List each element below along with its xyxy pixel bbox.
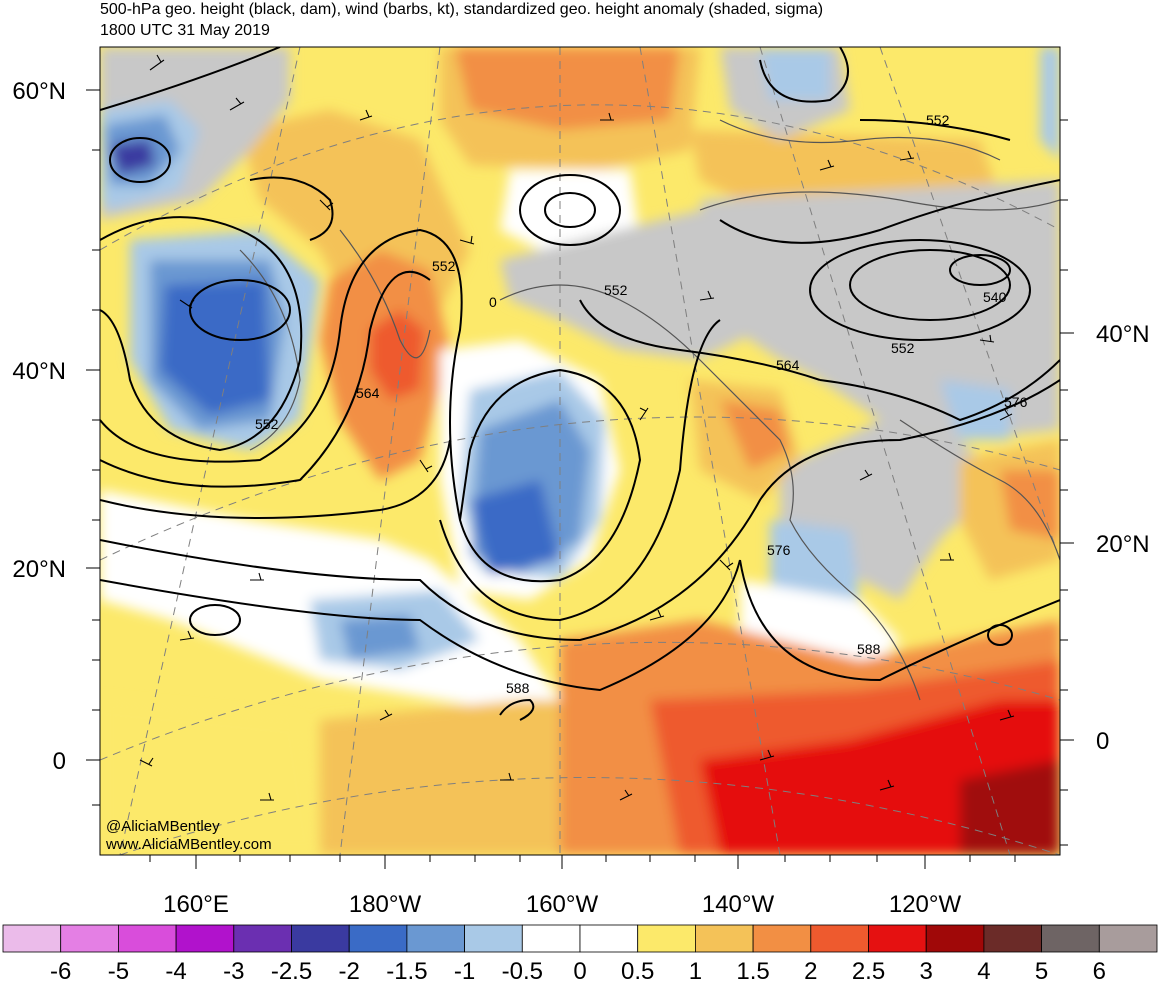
longitude-labels: 160°E 180°W 160°W 140°W 120°W	[163, 891, 961, 918]
colorbar-label: 0.5	[621, 958, 655, 985]
lat-label: 0	[53, 748, 66, 775]
lon-label: 180°W	[349, 891, 422, 918]
lat-label: 40°N	[12, 358, 66, 385]
right-ticks	[1060, 119, 1074, 846]
latitude-labels-right: 40°N 20°N 0	[1096, 321, 1150, 755]
contour-label: 564	[356, 385, 380, 401]
contour-label: 540	[983, 289, 1007, 305]
colorbar-box	[291, 924, 350, 953]
colorbar-label: -3	[223, 958, 245, 985]
lon-label: 140°W	[702, 891, 775, 918]
lon-label: 160°W	[526, 891, 599, 918]
contour-label: 552	[432, 258, 456, 274]
contour-label: 552	[255, 416, 279, 432]
colorbar-label: -4	[165, 958, 187, 985]
bottom-ticks	[149, 855, 1016, 869]
colorbar-label: 6	[1092, 958, 1106, 985]
wind-barbs	[139, 54, 1015, 801]
colorbar-label: 5	[1034, 958, 1049, 985]
colorbar-box	[406, 924, 465, 953]
contour-label: 588	[857, 641, 881, 657]
colorbar-label: -0.5	[501, 958, 543, 985]
map-frame	[99, 46, 1061, 856]
coastlines	[239, 119, 1060, 701]
lon-label: 160°E	[163, 891, 229, 918]
contour-label: 552	[604, 282, 628, 298]
colorbar-box	[810, 924, 869, 953]
colorbar-box	[175, 924, 235, 953]
contour-label: 552	[926, 112, 950, 128]
colorbar-box	[521, 924, 581, 953]
colorbar-box	[868, 924, 927, 953]
contour-label: 588	[506, 680, 530, 696]
colorbar-label: -6	[50, 958, 72, 985]
colorbar-label: -5	[107, 958, 130, 985]
colorbar-label: -1	[453, 958, 476, 985]
colorbar-label: 1	[688, 958, 703, 985]
map-plot-area: 552 552 552 552 540 564 564 552 0 576 57…	[100, 47, 1060, 855]
colorbar-box	[348, 924, 408, 953]
colorbar-box	[637, 924, 696, 953]
contour-labels: 552 552 552 552 540 564 564 552 0 576 57…	[255, 112, 1028, 696]
colorbar-box	[752, 924, 812, 953]
colorbar-box	[60, 924, 119, 953]
colorbar-box	[233, 924, 292, 953]
colorbar-box	[1098, 924, 1158, 953]
credit-handle: @AliciaMBentley	[106, 818, 220, 835]
colorbar-box	[118, 924, 177, 953]
graticule	[100, 47, 1060, 855]
colorbar-box	[925, 924, 985, 953]
colorbar-box	[2, 924, 62, 953]
lat-label: 20°N	[12, 556, 66, 583]
contour-label: 552	[891, 340, 915, 356]
lat-label: 40°N	[1096, 321, 1150, 348]
colorbar-label: -1.5	[386, 958, 428, 985]
contour-label: 564	[776, 357, 800, 373]
lat-label: 60°N	[12, 78, 66, 105]
colorbar-box	[695, 924, 754, 953]
colorbar-box	[579, 924, 639, 953]
colorbar-label: 3	[919, 958, 933, 985]
lat-label: 20°N	[1096, 531, 1150, 558]
colorbar	[2, 924, 1158, 953]
colorbar-label: 4	[977, 958, 991, 985]
contour-label: 576	[1004, 394, 1028, 410]
colorbar-box	[464, 924, 523, 953]
colorbar-label: 2	[804, 958, 818, 985]
colorbar-box	[1041, 924, 1100, 953]
left-ticks	[86, 89, 100, 806]
map-valid-time: 1800 UTC 31 May 2019	[100, 22, 270, 39]
colorbar-label: -2.5	[270, 958, 313, 985]
colorbar-label: 1.5	[736, 958, 770, 985]
colorbar-label: 2.5	[851, 958, 886, 985]
contour-label: 576	[767, 542, 791, 558]
colorbar-label: 0	[573, 958, 587, 985]
contour-label: 0	[489, 294, 497, 310]
colorbar-label: -2	[338, 958, 360, 985]
map-title: 500-hPa geo. height (black, dam), wind (…	[100, 1, 824, 18]
colorbar-box	[983, 924, 1043, 953]
lon-label: 120°W	[889, 891, 962, 918]
credit-website: www.AliciaMBentley.com	[105, 836, 272, 853]
height-contours	[100, 47, 1060, 721]
latitude-labels-left: 60°N 40°N 20°N 0	[12, 78, 66, 775]
lat-label: 0	[1096, 728, 1109, 755]
